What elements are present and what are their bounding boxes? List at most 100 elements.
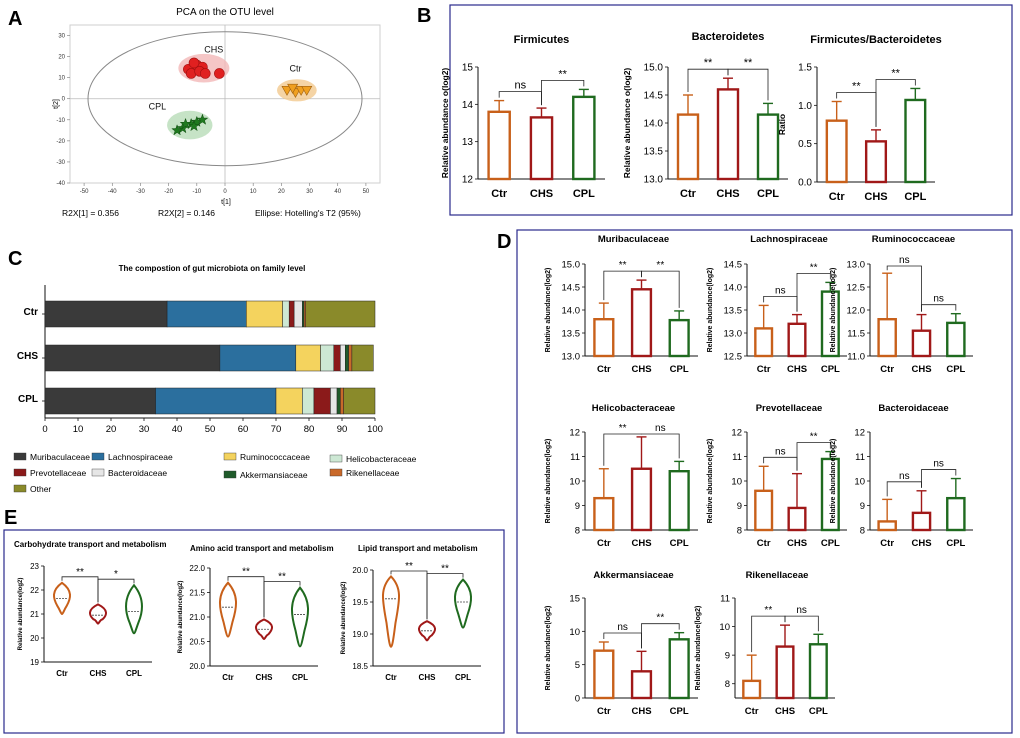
bar-cpl: [904, 98, 927, 184]
bar-category-label: CHS: [631, 706, 651, 717]
bar-category-label: Ctr: [597, 538, 611, 549]
composition-segment-other: [305, 300, 376, 328]
violin-significance-bracket: [426, 573, 464, 620]
composition-segment-muribaculaceae: [44, 387, 156, 415]
composition-segment-ruminococcaceae: [275, 387, 303, 415]
panel-letter-b: B: [417, 5, 431, 27]
bar-ytick-label: 11.5: [847, 329, 865, 340]
bar-ytick-label: 12: [462, 175, 474, 186]
composition-title: The compostion of gut microbiota on fami…: [119, 264, 306, 273]
pca-xtick-label: 0: [223, 189, 227, 195]
bar-category-label: Ctr: [491, 188, 508, 200]
significance-label: ns: [655, 423, 666, 434]
significance-label: **: [656, 260, 664, 271]
pca-ytick-label: 30: [58, 34, 65, 40]
composition-xtick-label: 0: [42, 424, 47, 435]
pca-point-cpl: [196, 113, 209, 125]
bar-ctr: [676, 113, 700, 181]
pca-group-label-cpl: CPL: [149, 101, 167, 111]
bar-category-label: CHS: [530, 188, 553, 200]
composition-category-label: CPL: [18, 394, 38, 405]
pca-hotelling-ellipse: [87, 31, 363, 167]
violin-ytick-label: 20: [30, 634, 39, 643]
bar-ctr: [742, 679, 762, 700]
pca-point-cpl: [171, 124, 184, 136]
significance-label: **: [810, 432, 818, 443]
violin-ytick-label: 22.0: [189, 564, 205, 573]
bar-category-label: CPL: [670, 364, 689, 375]
bar-cpl: [946, 321, 966, 358]
significance-label: **: [619, 260, 627, 271]
pca-ylabel: t[2]: [53, 99, 60, 109]
composition-xtick-label: 100: [367, 424, 383, 435]
composition-segment-other: [343, 387, 376, 415]
significance-label: ns: [515, 80, 527, 92]
significance-label: **: [764, 605, 772, 616]
composition-xtick-label: 90: [337, 424, 348, 435]
bar-ytick-label: 15: [462, 63, 474, 74]
violin-ytick-label: 21.0: [189, 613, 205, 622]
significance-bracket: [921, 469, 957, 488]
bar-ytick-label: 9: [575, 501, 580, 512]
significance-bracket: [796, 273, 831, 312]
bar-ytick-label: 14.0: [724, 283, 743, 294]
violin-cpl: [291, 585, 309, 648]
bar-category-label: CHS: [864, 191, 887, 203]
significance-label: **: [558, 68, 567, 80]
bar-ytick-label: 14.0: [562, 306, 581, 317]
bar-cpl: [668, 318, 690, 358]
composition-panel: The compostion of gut microbiota on fami…: [13, 264, 417, 494]
bar-ylabel: Relative abundance(log2): [707, 439, 714, 524]
pca-xtick-label: 50: [363, 189, 370, 195]
bar-ytick-label: 11.0: [847, 352, 865, 363]
bar-ytick-label: 11: [855, 452, 865, 463]
pca-xtick-label: -10: [192, 189, 201, 195]
composition-segment-muribaculaceae: [44, 344, 221, 372]
significance-label: **: [619, 423, 627, 434]
legend-label-ruminococcaceae: Ruminococcaceae: [240, 452, 310, 462]
bar-ytick-label: 10: [569, 477, 580, 488]
panel-e-frame: [3, 529, 505, 734]
bar-chart-title: Muribaculaceae: [598, 234, 669, 245]
violin-significance-label: **: [441, 564, 449, 575]
pca-point-ctr: [281, 86, 293, 96]
pca-xtick-label: -20: [164, 189, 173, 195]
bar-ytick-label: 15: [569, 594, 580, 605]
bar-ytick-label: 0: [575, 694, 580, 705]
bar-ytick-label: 1.0: [798, 101, 812, 112]
bar-ytick-label: 15.0: [644, 63, 664, 74]
violin-title: Lipid transport and metabolism: [358, 544, 478, 553]
bar-chart-title: Firmicutes/Bacteroidetes: [810, 34, 941, 46]
composition-segment-prevotellaceae: [288, 300, 295, 328]
bar-category-label: CPL: [670, 706, 689, 717]
pca-group-label-chs: CHS: [204, 44, 223, 54]
bar-category-label: Ctr: [880, 364, 894, 375]
composition-segment-prevotellaceae: [313, 387, 331, 415]
panel-letter-e: E: [4, 507, 17, 529]
bar-cpl: [668, 470, 690, 532]
composition-segment-other: [351, 344, 374, 372]
bar-chart-title: Bacteroidetes: [692, 31, 765, 43]
violin-category-label: CPL: [292, 673, 308, 682]
violin-category-label: CHS: [419, 673, 437, 682]
bar-chs: [911, 511, 932, 532]
bar-ytick-label: 14.5: [644, 91, 664, 102]
bar-ytick-label: 11: [720, 594, 730, 605]
significance-bracket: [541, 80, 585, 106]
significance-label: **: [656, 613, 664, 624]
pca-ytick-label: 0: [62, 97, 66, 103]
bar-ylabel: Relative abundance o(log2): [622, 68, 632, 179]
bar-ctr: [593, 496, 615, 532]
violin-chs: [89, 603, 107, 625]
pca-xlabel: t[1]: [221, 199, 231, 206]
pca-xtick-label: 30: [306, 189, 313, 195]
bar-ytick-label: 1.5: [798, 63, 812, 74]
composition-xtick-label: 10: [73, 424, 84, 435]
bar-category-label: CHS: [631, 538, 651, 549]
composition-category-label: CHS: [17, 351, 38, 362]
pca-point-chs: [214, 68, 225, 79]
significance-bracket: [603, 433, 642, 466]
bar-category-label: CHS: [911, 364, 931, 375]
bar-ctr: [825, 119, 848, 184]
bar-ctr: [754, 489, 774, 532]
